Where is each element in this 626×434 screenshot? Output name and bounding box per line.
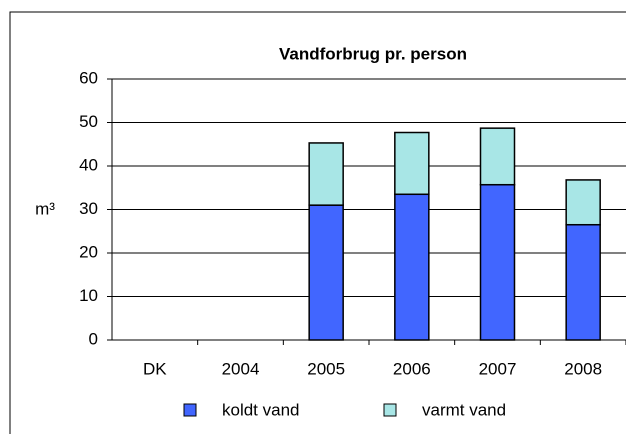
bar-segment [565, 179, 601, 226]
y-axis-label: m³ [35, 199, 55, 218]
y-tick-label: 30 [79, 199, 98, 218]
bar-segment [479, 183, 516, 341]
legend-swatch [183, 403, 197, 417]
y-tick-label: 60 [79, 68, 98, 87]
bar-segment [479, 127, 516, 186]
y-tick-label: 0 [89, 329, 98, 348]
y-tick-label: 50 [79, 112, 98, 131]
y-tick-label: 20 [79, 242, 98, 261]
bar-segment [394, 193, 430, 341]
legend-swatch [383, 403, 397, 417]
x-tick-label: 2006 [393, 359, 431, 378]
bar-segment [394, 131, 430, 196]
bar-segment [308, 204, 344, 341]
bar-segment [308, 142, 344, 206]
legend-label: koldt vand [222, 400, 300, 419]
legend-label: varmt vand [422, 400, 506, 419]
y-tick-label: 40 [79, 155, 98, 174]
x-tick-label: 2005 [307, 359, 345, 378]
x-tick-label: 2008 [564, 359, 602, 378]
x-tick-label: 2004 [222, 359, 260, 378]
chart-border [9, 11, 626, 434]
x-tick-label: 2007 [479, 359, 517, 378]
x-tick-label: DK [143, 359, 167, 378]
bar-segment [565, 223, 601, 341]
chart-title: Vandforbrug pr. person [279, 44, 467, 63]
y-tick-label: 10 [79, 286, 98, 305]
